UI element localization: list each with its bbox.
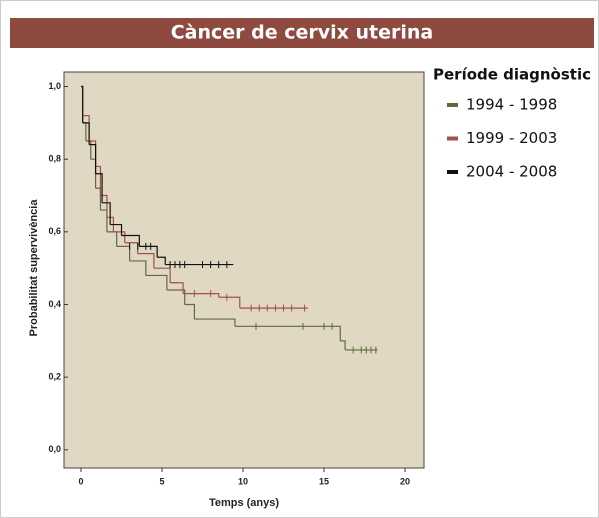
- x-tick-label: 10: [238, 476, 248, 486]
- y-tick-label: 0,8: [48, 154, 61, 164]
- survival-step: [183, 293, 220, 298]
- survival-step: [129, 260, 147, 276]
- plot-area: [63, 71, 425, 469]
- survival-step: [121, 234, 140, 247]
- x-tick-label: 15: [319, 476, 329, 486]
- y-axis-label: Probabilitat supervivència: [28, 199, 40, 337]
- survival-step: [113, 231, 126, 243]
- survival-step: [95, 173, 103, 203]
- survival-step: [170, 282, 184, 294]
- survival-step: [218, 296, 241, 309]
- survival-step: [82, 122, 90, 145]
- survival-step: [89, 144, 97, 174]
- survival-step: [145, 274, 168, 290]
- survival-step: [157, 256, 166, 265]
- survival-step: [139, 245, 158, 258]
- legend-title: Període diagnòstic: [433, 66, 591, 84]
- x-tick-label: 20: [400, 476, 410, 486]
- x-axis-label: Temps (anys): [209, 497, 279, 509]
- legend-label: 2004 - 2008: [466, 163, 557, 181]
- y-tick-label: 0,6: [48, 226, 61, 236]
- x-tick-label: 0: [79, 476, 84, 486]
- title-bar: [10, 18, 594, 48]
- survival-step: [110, 223, 123, 236]
- survival-step: [137, 253, 155, 269]
- survival-step: [340, 340, 346, 350]
- survival-step: [153, 267, 171, 283]
- survival-step: [166, 289, 186, 305]
- survival-step: [184, 303, 196, 320]
- survival-step: [106, 216, 115, 232]
- survival-step: [95, 165, 102, 196]
- survival-step: [124, 242, 139, 254]
- legend-label: 1999 - 2003: [466, 129, 557, 147]
- legend-label: 1994 - 1998: [466, 96, 557, 114]
- survival-step: [81, 85, 84, 123]
- y-tick-label: 0,0: [48, 444, 61, 454]
- x-tick-label: 5: [160, 476, 165, 486]
- survival-step: [234, 325, 341, 341]
- y-tick-label: 1,0: [48, 81, 61, 91]
- y-tick-label: 0,4: [48, 299, 61, 309]
- y-tick-label: 0,2: [48, 372, 61, 382]
- chart-title: Càncer de cervix uterina: [171, 22, 434, 44]
- survival-step: [102, 202, 111, 225]
- survival-step: [194, 318, 236, 327]
